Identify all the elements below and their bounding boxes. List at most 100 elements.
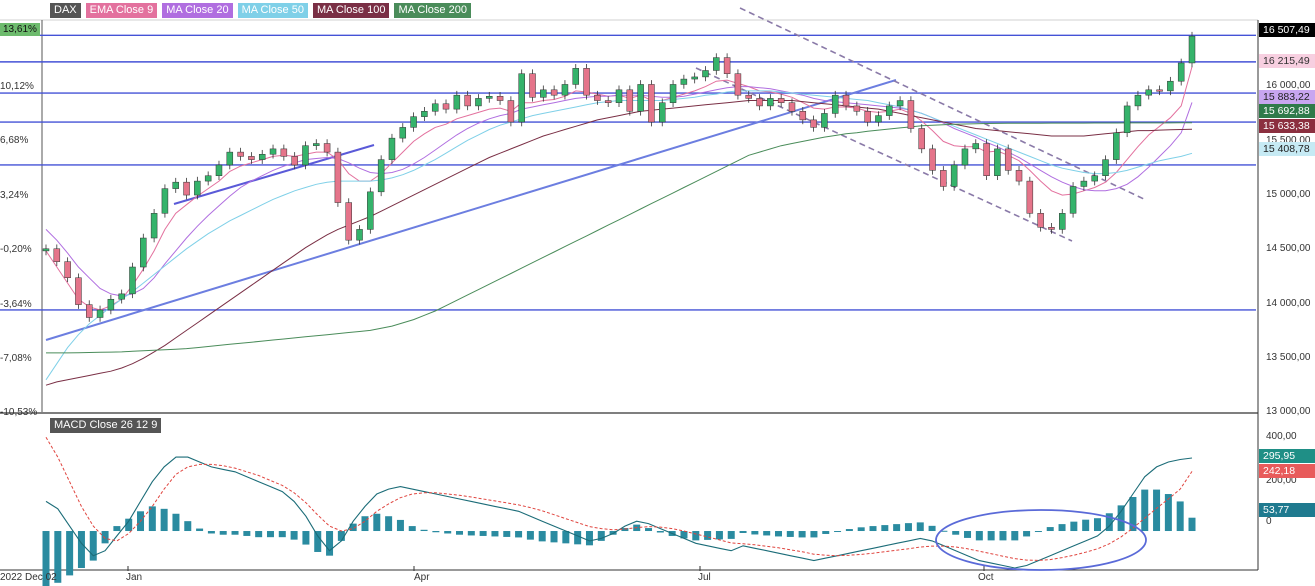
price-tick: 14 500,00 (1266, 243, 1311, 254)
candle-body (367, 191, 374, 230)
macd-histogram-bar (574, 531, 582, 545)
candle-body (875, 115, 882, 123)
macd-histogram-bar (928, 525, 936, 532)
candle-body (1048, 227, 1055, 230)
macd-histogram-bar (680, 531, 688, 539)
macd-histogram-bar (845, 529, 853, 532)
candle-body (702, 70, 709, 78)
candle-body (604, 100, 612, 103)
pct-current-badge: 13,61% (0, 23, 40, 36)
macd-histogram-bar (1070, 521, 1078, 532)
candle-body (442, 103, 450, 110)
candle-body (507, 100, 515, 123)
legend-item-ma200[interactable]: MA Close 200 (394, 3, 471, 18)
trendlines (45, 7, 1147, 341)
macd-histogram-bar (810, 531, 818, 538)
candle-body (1145, 89, 1153, 96)
macd-signal-line (45, 437, 1193, 561)
macd-histogram-bar (656, 531, 664, 533)
macd-histogram-bar (585, 531, 593, 546)
candle-body (594, 94, 601, 101)
candle-body (42, 248, 50, 252)
macd-histogram-bar (361, 516, 369, 532)
macd-histogram-bar (219, 531, 227, 535)
macd-histogram-bar (964, 531, 972, 538)
candle-body (1188, 35, 1196, 64)
candle-body (550, 89, 558, 96)
macd-histogram-bar (1117, 505, 1125, 532)
date-label: Oct (978, 572, 994, 583)
candle-body (853, 105, 861, 112)
macd-tick: 400,00 (1266, 431, 1297, 442)
pct-tick: -7,08% (0, 353, 32, 364)
candle-body (313, 143, 320, 146)
candle-body (410, 116, 417, 128)
macd-histogram-bar (822, 531, 830, 534)
macd-histogram-bar (231, 531, 239, 535)
macd-histogram-bar (148, 506, 156, 532)
macd-histogram-bar (940, 530, 948, 532)
pct-tick: 10,12% (0, 81, 34, 92)
macd-histogram-bar (77, 531, 85, 568)
macd-histogram-bar (1058, 524, 1066, 532)
macd-histogram-bar (444, 531, 452, 534)
candle-body (713, 57, 720, 71)
candle-body (129, 266, 136, 295)
macd-tag-signal: 242,18 (1259, 464, 1315, 478)
price-tag-ma50: 15 408,78 (1259, 142, 1315, 156)
macd-histogram-bar (432, 531, 440, 533)
macd-histogram-bar (255, 531, 263, 538)
candle-body (204, 175, 212, 182)
macd-tag-macd: 295,95 (1259, 449, 1315, 463)
candle-body (669, 84, 677, 103)
legend-item-ema9[interactable]: EMA Close 9 (85, 3, 158, 18)
line-ma-close-200 (46, 122, 1192, 354)
candle-body (85, 304, 93, 318)
date-label: Apr (414, 572, 430, 583)
macd-histogram-bar (456, 531, 464, 535)
candle-body (756, 98, 763, 107)
macd-histogram-bar (1046, 527, 1054, 532)
candle-body (691, 76, 698, 80)
candle-body (648, 84, 655, 123)
candle-body (583, 68, 590, 96)
candle-body (680, 78, 688, 85)
legend-item-ma50[interactable]: MA Close 50 (237, 3, 308, 18)
price-tag-last: 16 507,49 (1259, 23, 1315, 37)
macd-histogram-bar (515, 531, 523, 538)
macd-histogram-bar (952, 531, 960, 535)
candle-body (64, 261, 71, 279)
macd-histogram-bar (597, 531, 605, 541)
legend-item-ma20[interactable]: MA Close 20 (162, 3, 233, 18)
candle-body (53, 248, 61, 262)
candle-body (356, 229, 363, 241)
macd-histogram-bar (184, 521, 192, 532)
candle-body (475, 98, 482, 107)
candle-body (237, 151, 244, 157)
price-tick: 15 500,00 (1266, 135, 1311, 146)
legend-item-dax[interactable]: DAX (50, 3, 81, 18)
legend-item-ma100[interactable]: MA Close 100 (312, 3, 390, 18)
macd-histogram-bar (999, 531, 1007, 541)
macd-histogram-bar (89, 531, 97, 561)
candle-body (399, 127, 407, 139)
candle-body (788, 102, 796, 112)
candle-body (1156, 89, 1163, 92)
candle-body (821, 113, 828, 128)
macd-panel (42, 437, 1196, 586)
candle-body (248, 156, 255, 160)
macd-histogram-bar (1034, 531, 1042, 533)
macd-histogram-bar (1188, 517, 1196, 532)
candle-body (907, 100, 915, 129)
candle-body (1091, 175, 1098, 182)
candle-body (831, 94, 839, 114)
candle-body (140, 237, 147, 268)
candle-body (1004, 148, 1012, 171)
candle-body (777, 98, 785, 103)
candle-body (96, 309, 104, 318)
macd-histogram-bar (467, 531, 475, 536)
macd-histogram-bar (54, 531, 62, 583)
macd-histogram-bar (479, 531, 487, 536)
macd-title[interactable]: MACD Close 26 12 9 (50, 418, 162, 433)
